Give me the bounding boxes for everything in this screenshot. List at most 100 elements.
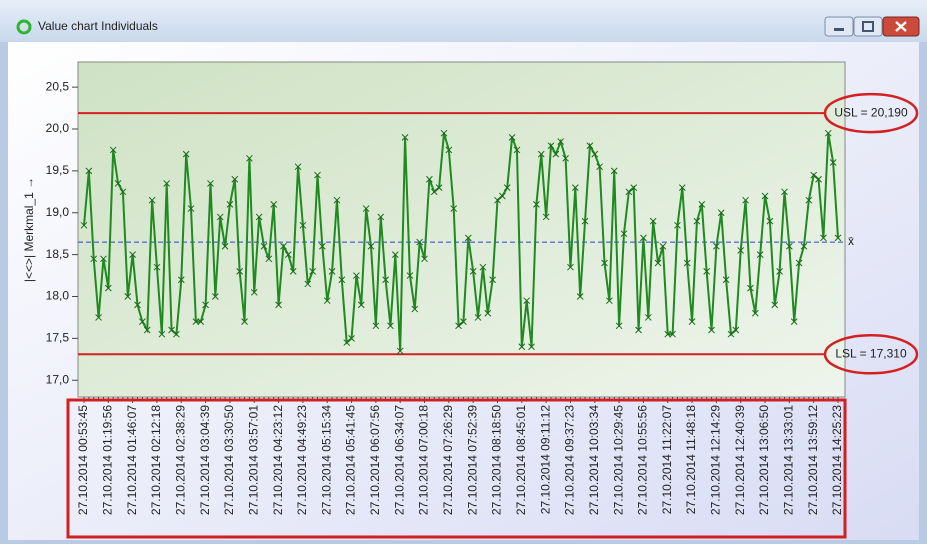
data-point (299, 221, 307, 229)
data-point (717, 209, 725, 217)
data-point (635, 326, 642, 334)
x-tick-label: 27.10.2014 01:46:07 (125, 405, 139, 515)
data-point (722, 276, 730, 284)
data-point (426, 175, 433, 183)
data-point (610, 167, 618, 175)
x-tick-label: 27.10.2014 12:40:39 (733, 405, 747, 515)
data-point (216, 213, 224, 221)
data-point (678, 184, 686, 191)
data-point (761, 192, 769, 200)
data-point (309, 268, 316, 275)
maximize-button[interactable] (853, 16, 883, 37)
data-point (406, 272, 414, 279)
y-tick-label: 19,5 (46, 163, 70, 177)
data-point (401, 134, 409, 141)
data-point (737, 247, 745, 254)
data-point (387, 322, 394, 330)
data-point (708, 326, 715, 334)
data-point (469, 268, 477, 275)
data-point (197, 318, 205, 325)
data-point (124, 293, 132, 300)
data-point (265, 255, 273, 263)
data-point (231, 175, 239, 183)
data-point (255, 213, 263, 221)
data-point (119, 188, 127, 196)
data-point (416, 238, 424, 246)
data-point (129, 251, 136, 258)
data-point (542, 213, 550, 221)
data-point (250, 288, 258, 296)
data-point (182, 150, 190, 158)
data-point (620, 230, 628, 238)
data-point (581, 217, 589, 225)
data-point (90, 255, 98, 263)
minimize-icon (834, 28, 844, 31)
y-tick-label: 17,5 (46, 331, 70, 345)
data-point (484, 309, 492, 317)
data-point (829, 159, 837, 166)
x-tick-label: 27.10.2014 05:15:34 (319, 405, 333, 515)
data-point (786, 242, 793, 250)
maximize-icon (862, 21, 874, 32)
data-point (508, 134, 516, 141)
data-point (601, 259, 608, 267)
data-point (805, 196, 813, 204)
data-point (323, 297, 331, 305)
data-point (713, 242, 720, 250)
data-point (703, 268, 711, 275)
data-point (280, 242, 287, 250)
x-tick-label: 27.10.2014 07:52:39 (465, 405, 479, 515)
data-point (270, 201, 278, 208)
mean-label: x̄ (848, 234, 854, 248)
data-point (640, 234, 647, 242)
data-point (143, 326, 151, 334)
data-point (474, 314, 482, 321)
data-point (241, 318, 248, 325)
x-tick-label: 27.10.2014 04:49:23 (295, 405, 309, 515)
data-point (450, 205, 458, 212)
chart: |<<>| Merkmal_1 → 17,0 17,5 18,0 18,5 19,0 19,… (22, 79, 919, 515)
y-tick-label: 18,5 (46, 247, 70, 261)
data-point (503, 184, 511, 191)
data-point (533, 201, 540, 208)
data-point (377, 213, 385, 221)
data-point (163, 180, 171, 187)
data-point (815, 175, 822, 183)
data-point (294, 163, 302, 171)
data-point (348, 335, 355, 342)
data-point (411, 305, 419, 313)
data-point (338, 276, 346, 284)
data-point (820, 234, 827, 242)
data-point (654, 259, 662, 267)
x-tick-label: 27.10.2014 04:23:12 (271, 405, 285, 515)
data-point (771, 301, 779, 309)
data-point (85, 167, 93, 175)
x-tick-label: 27.10.2014 10:03:34 (587, 405, 601, 515)
data-point (606, 297, 613, 305)
y-tick-label: 18,0 (46, 289, 70, 303)
x-tick-label: 27.10.2014 02:12:18 (149, 405, 163, 515)
data-point (528, 343, 535, 351)
data-point (304, 280, 312, 288)
data-point (479, 263, 487, 271)
data-point (104, 284, 112, 292)
data-point (100, 255, 107, 263)
data-point (367, 242, 375, 250)
data-point (523, 297, 531, 305)
data-point (211, 293, 219, 300)
data-point (460, 318, 467, 325)
data-point (109, 146, 117, 154)
data-point (440, 129, 448, 137)
y-axis-label: |<<>| Merkmal_1 → (22, 177, 36, 282)
data-point (114, 180, 122, 187)
x-tick-label: 27.10.2014 08:45:01 (514, 405, 528, 515)
data-point (513, 146, 521, 154)
x-tick-label: 27.10.2014 03:30:50 (222, 405, 236, 515)
data-point (742, 196, 749, 204)
data-point (435, 184, 443, 191)
data-point (518, 343, 526, 351)
data-point (236, 268, 244, 275)
minimize-button[interactable] (824, 16, 854, 37)
x-tick-label: 27.10.2014 11:22:07 (660, 405, 674, 515)
